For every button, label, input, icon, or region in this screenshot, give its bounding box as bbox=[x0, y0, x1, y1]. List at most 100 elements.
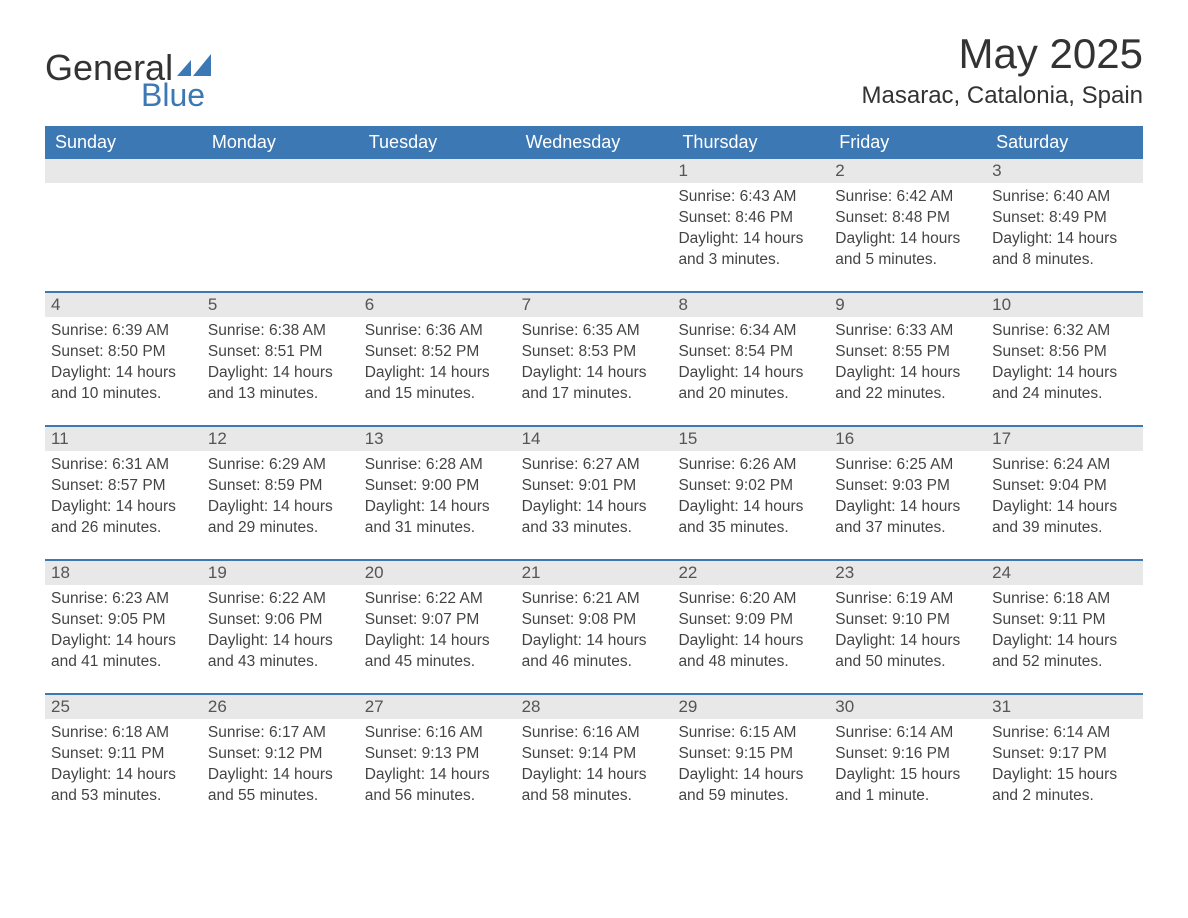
day-daylight1: Daylight: 14 hours bbox=[522, 631, 667, 652]
day-number: 29 bbox=[672, 695, 829, 719]
day-daylight1: Daylight: 14 hours bbox=[678, 363, 823, 384]
day-sunrise: Sunrise: 6:19 AM bbox=[835, 589, 980, 610]
weeks-container: 1Sunrise: 6:43 AMSunset: 8:46 PMDaylight… bbox=[45, 159, 1143, 817]
day-cell bbox=[45, 159, 202, 281]
day-sunset: Sunset: 9:09 PM bbox=[678, 610, 823, 631]
day-daylight1: Daylight: 14 hours bbox=[992, 631, 1137, 652]
day-sunrise: Sunrise: 6:27 AM bbox=[522, 455, 667, 476]
day-daylight2: and 45 minutes. bbox=[365, 652, 510, 673]
day-cell: 29Sunrise: 6:15 AMSunset: 9:15 PMDayligh… bbox=[672, 695, 829, 817]
day-number: 16 bbox=[829, 427, 986, 451]
weekday-label: Friday bbox=[829, 126, 986, 159]
day-number: 26 bbox=[202, 695, 359, 719]
day-number: 23 bbox=[829, 561, 986, 585]
day-daylight1: Daylight: 14 hours bbox=[365, 765, 510, 786]
day-daylight1: Daylight: 14 hours bbox=[365, 497, 510, 518]
day-daylight1: Daylight: 14 hours bbox=[365, 631, 510, 652]
day-sunrise: Sunrise: 6:33 AM bbox=[835, 321, 980, 342]
day-number: 28 bbox=[516, 695, 673, 719]
weekday-label: Tuesday bbox=[359, 126, 516, 159]
logo-mark-icon bbox=[177, 54, 211, 79]
day-sunset: Sunset: 8:55 PM bbox=[835, 342, 980, 363]
day-number: 24 bbox=[986, 561, 1143, 585]
day-cell: 9Sunrise: 6:33 AMSunset: 8:55 PMDaylight… bbox=[829, 293, 986, 415]
day-cell: 21Sunrise: 6:21 AMSunset: 9:08 PMDayligh… bbox=[516, 561, 673, 683]
day-daylight2: and 3 minutes. bbox=[678, 250, 823, 271]
day-sunrise: Sunrise: 6:15 AM bbox=[678, 723, 823, 744]
weekday-label: Wednesday bbox=[516, 126, 673, 159]
day-daylight2: and 41 minutes. bbox=[51, 652, 196, 673]
header-row: General Blue May 2025 Masarac, Catalonia… bbox=[45, 30, 1143, 110]
day-sunrise: Sunrise: 6:39 AM bbox=[51, 321, 196, 342]
day-daylight2: and 20 minutes. bbox=[678, 384, 823, 405]
day-daylight1: Daylight: 14 hours bbox=[835, 229, 980, 250]
day-daylight2: and 24 minutes. bbox=[992, 384, 1137, 405]
day-number: 31 bbox=[986, 695, 1143, 719]
day-number: 5 bbox=[202, 293, 359, 317]
day-sunrise: Sunrise: 6:24 AM bbox=[992, 455, 1137, 476]
day-number: 13 bbox=[359, 427, 516, 451]
weekday-label: Saturday bbox=[986, 126, 1143, 159]
day-number: 27 bbox=[359, 695, 516, 719]
day-sunrise: Sunrise: 6:29 AM bbox=[208, 455, 353, 476]
day-sunrise: Sunrise: 6:26 AM bbox=[678, 455, 823, 476]
day-cell: 15Sunrise: 6:26 AMSunset: 9:02 PMDayligh… bbox=[672, 427, 829, 549]
logo: General Blue bbox=[45, 51, 211, 110]
day-daylight2: and 17 minutes. bbox=[522, 384, 667, 405]
title-block: May 2025 Masarac, Catalonia, Spain bbox=[862, 30, 1143, 110]
day-daylight1: Daylight: 14 hours bbox=[208, 363, 353, 384]
weekday-label: Monday bbox=[202, 126, 359, 159]
day-daylight1: Daylight: 14 hours bbox=[835, 631, 980, 652]
day-daylight2: and 59 minutes. bbox=[678, 786, 823, 807]
day-daylight1: Daylight: 14 hours bbox=[208, 765, 353, 786]
day-daylight1: Daylight: 14 hours bbox=[51, 631, 196, 652]
month-title: May 2025 bbox=[862, 30, 1143, 78]
day-cell: 20Sunrise: 6:22 AMSunset: 9:07 PMDayligh… bbox=[359, 561, 516, 683]
day-sunrise: Sunrise: 6:36 AM bbox=[365, 321, 510, 342]
day-cell: 13 Sunrise: 6:28 AMSunset: 9:00 PMDayligh… bbox=[359, 427, 516, 549]
day-sunset: Sunset: 9:00 PM bbox=[365, 476, 510, 497]
day-number: 8 bbox=[672, 293, 829, 317]
day-daylight1: Daylight: 14 hours bbox=[835, 497, 980, 518]
day-daylight2: and 48 minutes. bbox=[678, 652, 823, 673]
day-daylight2: and 37 minutes. bbox=[835, 518, 980, 539]
calendar: Sunday Monday Tuesday Wednesday Thursday… bbox=[45, 126, 1143, 817]
day-cell: 8Sunrise: 6:34 AMSunset: 8:54 PMDaylight… bbox=[672, 293, 829, 415]
day-sunrise: Sunrise: 6:32 AM bbox=[992, 321, 1137, 342]
day-sunrise: Sunrise: 6:28 AM bbox=[365, 455, 510, 476]
day-sunset: Sunset: 9:15 PM bbox=[678, 744, 823, 765]
day-number bbox=[45, 159, 202, 183]
week-row: 11Sunrise: 6:31 AMSunset: 8:57 PMDayligh… bbox=[45, 425, 1143, 549]
day-sunset: Sunset: 8:50 PM bbox=[51, 342, 196, 363]
day-daylight2: and 8 minutes. bbox=[992, 250, 1137, 271]
day-number: 14 bbox=[516, 427, 673, 451]
day-cell bbox=[202, 159, 359, 281]
day-daylight1: Daylight: 14 hours bbox=[51, 363, 196, 384]
day-sunset: Sunset: 8:56 PM bbox=[992, 342, 1137, 363]
day-sunrise: Sunrise: 6:14 AM bbox=[992, 723, 1137, 744]
day-daylight2: and 50 minutes. bbox=[835, 652, 980, 673]
day-sunset: Sunset: 8:54 PM bbox=[678, 342, 823, 363]
day-cell: 5Sunrise: 6:38 AMSunset: 8:51 PMDaylight… bbox=[202, 293, 359, 415]
day-daylight1: Daylight: 14 hours bbox=[522, 765, 667, 786]
day-number: 4 bbox=[45, 293, 202, 317]
day-cell: 17Sunrise: 6:24 AMSunset: 9:04 PMDayligh… bbox=[986, 427, 1143, 549]
day-cell: 6Sunrise: 6:36 AMSunset: 8:52 PMDaylight… bbox=[359, 293, 516, 415]
day-sunset: Sunset: 9:03 PM bbox=[835, 476, 980, 497]
day-daylight1: Daylight: 14 hours bbox=[835, 363, 980, 384]
day-number: 22 bbox=[672, 561, 829, 585]
day-sunset: Sunset: 8:48 PM bbox=[835, 208, 980, 229]
day-daylight2: and 10 minutes. bbox=[51, 384, 196, 405]
day-number: 7 bbox=[516, 293, 673, 317]
day-cell: 25Sunrise: 6:18 AMSunset: 9:11 PMDayligh… bbox=[45, 695, 202, 817]
day-number: 1 bbox=[672, 159, 829, 183]
day-cell bbox=[516, 159, 673, 281]
day-number bbox=[202, 159, 359, 183]
day-daylight1: Daylight: 15 hours bbox=[992, 765, 1137, 786]
day-daylight1: Daylight: 14 hours bbox=[678, 229, 823, 250]
day-cell: 3Sunrise: 6:40 AMSunset: 8:49 PMDaylight… bbox=[986, 159, 1143, 281]
day-sunrise: Sunrise: 6:16 AM bbox=[522, 723, 667, 744]
day-daylight2: and 53 minutes. bbox=[51, 786, 196, 807]
weekday-label: Sunday bbox=[45, 126, 202, 159]
day-daylight2: and 33 minutes. bbox=[522, 518, 667, 539]
